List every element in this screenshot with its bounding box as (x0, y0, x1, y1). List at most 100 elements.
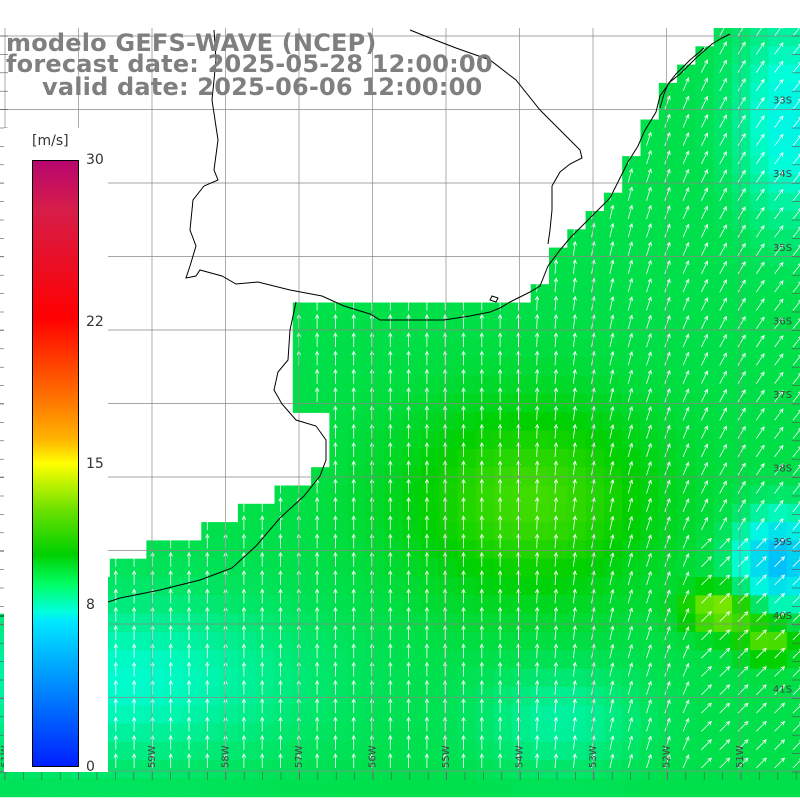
wind-cell (128, 595, 147, 615)
wind-cell (457, 375, 477, 395)
wind-arrow (737, 78, 746, 92)
wind-cell (292, 558, 312, 578)
wind-arrow (553, 314, 559, 329)
wind-cell (640, 119, 660, 139)
wind-arrow (572, 478, 577, 494)
wind-arrow (497, 460, 503, 476)
wind-cell (256, 613, 276, 633)
wind-arrow (150, 716, 155, 732)
wind-cell (713, 375, 733, 395)
wind-cell (549, 430, 568, 450)
wind-arrow (369, 551, 375, 567)
wind-arrow (351, 515, 356, 531)
wind-cell (695, 430, 715, 450)
wind-cell (439, 613, 459, 633)
wind-cell (713, 101, 733, 121)
wind-cell (695, 448, 715, 468)
wind-cell (329, 577, 349, 596)
wind-cell (622, 778, 642, 798)
wind-cell (311, 705, 330, 724)
wind-cell (439, 375, 459, 395)
wind-cell (256, 650, 276, 670)
wind-arrow (351, 423, 356, 439)
wind-arrow (774, 335, 784, 348)
wind-cell (622, 723, 642, 743)
wind-cell (256, 723, 276, 743)
wind-arrow (314, 643, 320, 659)
wind-cell (603, 668, 623, 688)
wind-arrow (572, 588, 577, 604)
wind-arrow (774, 629, 786, 641)
colorbar-tick-label: 8 (86, 597, 95, 614)
wind-cell (585, 229, 605, 249)
wind-arrow (333, 551, 338, 567)
wind-cell (219, 686, 239, 706)
wind-arrow (314, 496, 320, 512)
wind-arrow (369, 332, 375, 348)
wind-cell (439, 357, 459, 377)
wind-cell (549, 522, 568, 541)
wind-arrow (737, 133, 746, 147)
wind-arrow (369, 643, 375, 659)
wind-cell (457, 686, 477, 706)
wind-cell (695, 778, 715, 798)
wind-cell (439, 339, 459, 358)
wind-cell (567, 540, 587, 560)
wind-arrow (572, 753, 577, 769)
wind-arrow (609, 716, 615, 732)
wind-cell (420, 558, 440, 578)
wind-cell (677, 705, 696, 724)
wind-cell (622, 174, 642, 194)
wind-arrow (260, 496, 265, 512)
wind-arrow (664, 534, 671, 549)
wind-arrow (278, 625, 283, 640)
wind-cell (292, 723, 312, 743)
wind-arrow (701, 114, 708, 128)
wind-arrow (497, 387, 503, 402)
wind-cell (420, 668, 440, 688)
wind-cell (585, 668, 605, 688)
wind-arrow (792, 538, 800, 549)
wind-cell (457, 302, 477, 322)
wind-cell (530, 522, 550, 541)
wind-arrow (719, 297, 727, 311)
wind-cell (658, 650, 678, 670)
wind-cell (658, 705, 678, 724)
wind-cell (420, 595, 440, 615)
wind-cell (768, 284, 788, 304)
wind-cell (183, 741, 202, 761)
wind-arrow (646, 442, 652, 458)
wind-arrow (572, 625, 577, 640)
wind-cell (677, 192, 696, 212)
wind-arrow (406, 606, 411, 622)
wind-cell (768, 64, 788, 84)
wind-cell (512, 375, 532, 395)
wind-cell (768, 650, 788, 670)
wind-arrow (682, 644, 690, 659)
wind-arrow (388, 661, 393, 677)
wind-cell (677, 778, 696, 798)
wind-arrow (241, 679, 247, 695)
wind-arrow (388, 734, 393, 750)
wind-arrow (150, 643, 155, 659)
wind-arrow (756, 739, 767, 750)
wind-cell (549, 284, 568, 304)
lat-label: 33S (773, 96, 792, 107)
wind-arrow (388, 679, 393, 695)
wind-cell (201, 631, 221, 651)
wind-arrow (113, 753, 118, 768)
wind-cell (201, 558, 221, 578)
wind-cell (695, 174, 715, 194)
wind-arrow (719, 665, 731, 677)
wind-arrow (314, 515, 320, 531)
wind-arrow (664, 662, 671, 677)
wind-arrow (646, 515, 652, 531)
wind-arrow (406, 588, 411, 604)
wind-cell (292, 650, 312, 670)
wind-cell (494, 668, 513, 688)
wind-arrow (792, 685, 800, 696)
wind-arrow (314, 716, 320, 732)
wind-cell (183, 686, 202, 706)
wind-arrow (737, 352, 746, 366)
wind-cell (658, 430, 678, 450)
